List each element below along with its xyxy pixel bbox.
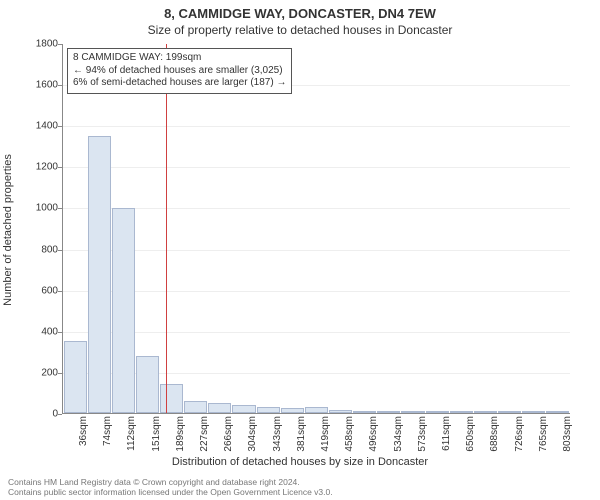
y-tick-mark xyxy=(58,332,62,333)
footer-line-2: Contains public sector information licen… xyxy=(8,487,333,497)
x-tick-label: 573sqm xyxy=(417,416,428,452)
y-tick-mark xyxy=(58,126,62,127)
histogram-bar xyxy=(474,411,497,413)
y-tick-label: 200 xyxy=(18,367,58,378)
histogram-bar xyxy=(546,411,569,413)
histogram-bar xyxy=(401,411,424,413)
annotation-line-3: 6% of semi-detached houses are larger (1… xyxy=(73,77,286,90)
y-tick-label: 1200 xyxy=(18,162,58,173)
y-tick-label: 600 xyxy=(18,285,58,296)
page-subtitle: Size of property relative to detached ho… xyxy=(0,23,600,37)
reference-line xyxy=(166,44,167,413)
x-tick-label: 726sqm xyxy=(514,416,525,452)
histogram-bar xyxy=(184,401,207,413)
x-tick-label: 151sqm xyxy=(151,416,162,452)
y-tick-label: 1400 xyxy=(18,121,58,132)
y-tick-mark xyxy=(58,414,62,415)
annotation-line-2: ← 94% of detached houses are smaller (3,… xyxy=(73,65,286,78)
histogram-bar xyxy=(450,411,473,413)
annotation-line-1: 8 CAMMIDGE WAY: 199sqm xyxy=(73,52,286,65)
x-tick-label: 304sqm xyxy=(247,416,258,452)
y-tick-mark xyxy=(58,373,62,374)
histogram-bar xyxy=(353,411,376,413)
x-tick-label: 189sqm xyxy=(175,416,186,452)
x-tick-label: 803sqm xyxy=(562,416,573,452)
y-tick-label: 1600 xyxy=(18,80,58,91)
x-tick-label: 381sqm xyxy=(296,416,307,452)
x-tick-label: 458sqm xyxy=(344,416,355,452)
histogram-bar xyxy=(329,410,352,413)
chart-container: 8, CAMMIDGE WAY, DONCASTER, DN4 7EW Size… xyxy=(0,0,600,500)
y-tick-mark xyxy=(58,291,62,292)
x-tick-label: 496sqm xyxy=(368,416,379,452)
x-tick-label: 36sqm xyxy=(78,416,89,446)
y-tick-mark xyxy=(58,85,62,86)
y-tick-mark xyxy=(58,250,62,251)
x-tick-label: 534sqm xyxy=(393,416,404,452)
histogram-bar xyxy=(522,411,545,413)
attribution-footer: Contains HM Land Registry data © Crown c… xyxy=(8,477,333,497)
page-title: 8, CAMMIDGE WAY, DONCASTER, DN4 7EW xyxy=(0,0,600,21)
y-tick-label: 400 xyxy=(18,326,58,337)
x-tick-label: 765sqm xyxy=(538,416,549,452)
histogram-bar xyxy=(64,341,87,413)
y-tick-label: 1000 xyxy=(18,203,58,214)
x-tick-label: 419sqm xyxy=(320,416,331,452)
x-tick-label: 227sqm xyxy=(199,416,210,452)
y-tick-label: 1800 xyxy=(18,39,58,50)
x-tick-label: 74sqm xyxy=(102,416,113,446)
y-tick-mark xyxy=(58,208,62,209)
histogram-bar xyxy=(426,411,449,413)
x-tick-label: 112sqm xyxy=(126,416,137,451)
histogram-bar xyxy=(112,208,135,413)
plot-area: 8 CAMMIDGE WAY: 199sqm ← 94% of detached… xyxy=(62,44,570,414)
x-tick-label: 688sqm xyxy=(489,416,500,452)
y-tick-mark xyxy=(58,44,62,45)
x-axis-label: Distribution of detached houses by size … xyxy=(0,456,600,468)
y-tick-label: 0 xyxy=(18,409,58,420)
x-tick-label: 266sqm xyxy=(223,416,234,452)
histogram-bar xyxy=(257,407,280,413)
y-axis-label: Number of detached properties xyxy=(2,154,14,306)
footer-line-1: Contains HM Land Registry data © Crown c… xyxy=(8,477,333,487)
x-tick-label: 650sqm xyxy=(465,416,476,452)
annotation-box: 8 CAMMIDGE WAY: 199sqm ← 94% of detached… xyxy=(67,48,292,94)
histogram-bar xyxy=(305,407,328,413)
histogram-bar xyxy=(281,408,304,413)
histogram-bar xyxy=(136,356,159,413)
y-tick-mark xyxy=(58,167,62,168)
histogram-bar xyxy=(208,403,231,413)
histogram-bar xyxy=(160,384,183,413)
x-tick-label: 343sqm xyxy=(272,416,283,452)
histogram-bar xyxy=(232,405,255,413)
histogram-bar xyxy=(498,411,521,413)
x-tick-label: 611sqm xyxy=(441,416,452,451)
histogram-bar xyxy=(377,411,400,413)
histogram-bars xyxy=(63,44,570,413)
histogram-bar xyxy=(88,136,111,413)
y-tick-label: 800 xyxy=(18,244,58,255)
